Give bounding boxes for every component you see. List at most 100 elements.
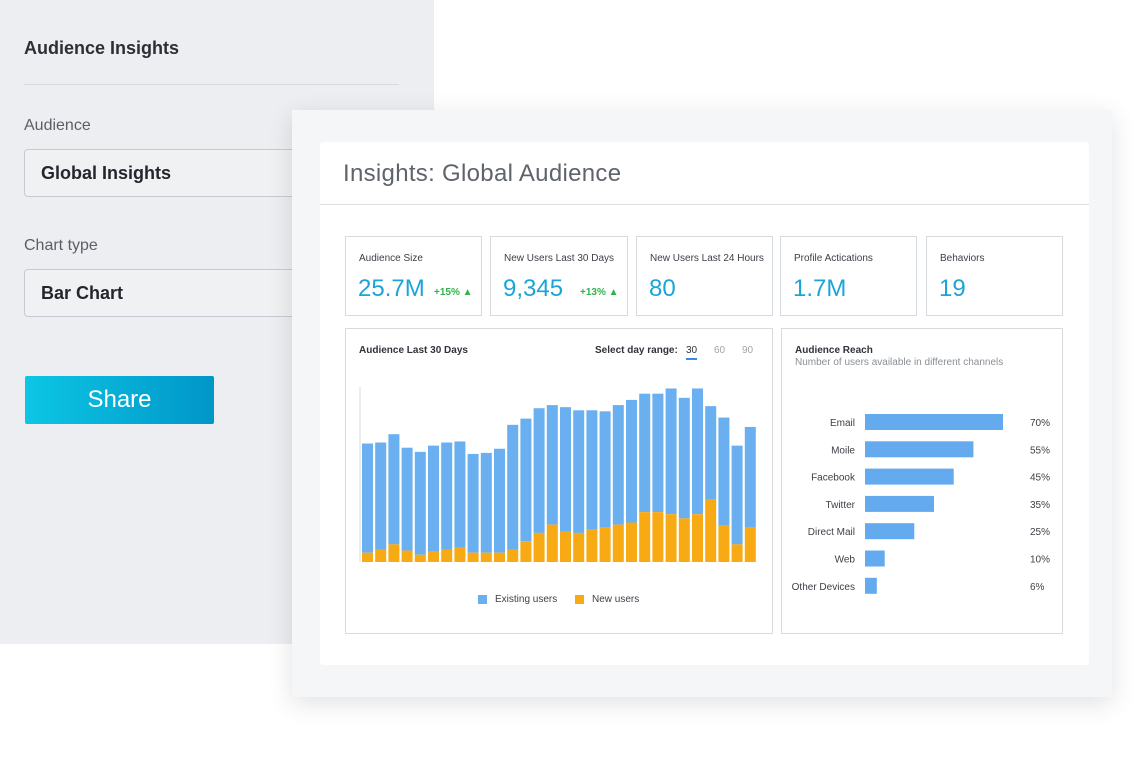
horizontal-bar-chart: Email 70% Moile 55% Facebook 45% Twitter 35% Dir… (792, 414, 1050, 594)
bar-new-6 (428, 551, 439, 562)
reach-bar-twitter (865, 495, 934, 512)
kpi-behaviors: Behaviors 19 (926, 236, 1063, 316)
bar-existing-24 (665, 388, 677, 515)
range-option-90[interactable]: 90 (742, 345, 754, 356)
kpi-new-users-24h: New Users Last 24 Hours 80 (636, 236, 773, 316)
kpi-value: 1.7M (793, 275, 847, 302)
kpi-value: 80 (649, 275, 676, 302)
reach-bar-direct-mail (865, 523, 915, 540)
up-arrow-icon: ▲ (462, 287, 473, 298)
audience-30-days-panel: Audience Last 30 Days Select day range: … (345, 328, 773, 634)
bar-existing-30 (744, 426, 756, 528)
settings-title: Audience Insights (24, 38, 180, 58)
bar-existing-12 (507, 424, 519, 550)
bar-existing-15 (546, 405, 558, 525)
bar-existing-19 (599, 411, 611, 528)
bar-new-11 (494, 552, 505, 562)
bar-new-5 (414, 554, 426, 562)
bar-new-27 (705, 499, 717, 562)
reach-bar-email (865, 414, 1003, 430)
bar-existing-13 (520, 418, 532, 542)
audience-reach-panel: Audience Reach Number of users available… (781, 328, 1063, 634)
bar-new-4 (401, 550, 413, 562)
bar-existing-18 (586, 410, 598, 530)
bar-existing-21 (626, 399, 637, 523)
kpi-delta: +13% ▲ (580, 287, 619, 298)
bar-existing-14 (533, 408, 545, 533)
bar-existing-8 (454, 441, 466, 548)
bar-new-15 (546, 524, 558, 562)
bar-new-2 (375, 549, 387, 562)
bar-new-28 (718, 525, 730, 562)
bar-new-24 (665, 514, 677, 562)
stacked-bar-chart (359, 387, 756, 562)
kpi-value: 19 (939, 275, 966, 302)
reach-bar-other-devices (865, 577, 877, 594)
reach-value-label: 70% (1030, 418, 1050, 429)
reach-value-label: 45% (1030, 473, 1050, 484)
bar-new-7 (441, 549, 453, 562)
share-button[interactable]: Share (25, 376, 214, 424)
bar-existing-4 (401, 447, 413, 551)
reach-category-label: Other Devices (792, 582, 855, 593)
kpi-label: Behaviors (940, 253, 985, 264)
bar-new-12 (507, 549, 519, 562)
kpi-label: Profile Actications (794, 253, 873, 264)
range-option-60[interactable]: 60 (714, 345, 726, 356)
bar-existing-11 (494, 448, 505, 553)
legend-label-existing: Existing users (495, 594, 558, 605)
kpi-value: 25.7M (358, 275, 425, 302)
bar-new-26 (692, 514, 703, 562)
settings-divider (24, 84, 399, 85)
bar-new-18 (586, 529, 598, 562)
reach-category-label: Facebook (811, 473, 856, 484)
bar-new-10 (480, 552, 492, 562)
reach-value-label: 35% (1030, 500, 1050, 511)
bar-existing-28 (718, 417, 730, 526)
legend-swatch-new (575, 595, 584, 604)
dashboard-title: Insights: Global Audience (343, 160, 622, 187)
reach-value-label: 10% (1030, 555, 1050, 566)
reach-value-label: 55% (1030, 445, 1050, 456)
kpi-delta: +15% ▲ (434, 287, 473, 298)
reach-category-label: Email (830, 418, 855, 429)
kpi-audience-size: Audience Size 25.7M +15% ▲ (345, 236, 482, 316)
bar-new-23 (652, 512, 664, 562)
bar-new-13 (520, 541, 532, 562)
bar-new-20 (612, 524, 624, 562)
bar-new-1 (362, 552, 373, 562)
bar-existing-27 (705, 406, 717, 500)
bar-new-16 (560, 531, 571, 562)
bar-new-22 (639, 512, 651, 562)
reach-bar-moile (865, 441, 974, 458)
kpi-profile-activations: Profile Actications 1.7M (780, 236, 917, 316)
reach-category-label: Direct Mail (808, 527, 855, 538)
kpi-value: 9,345 (503, 275, 564, 302)
bar-new-9 (467, 552, 479, 562)
reach-category-label: Twitter (826, 500, 856, 511)
reach-category-label: Moile (831, 445, 855, 456)
day-range-label: Select day range: (595, 345, 678, 356)
bar-new-30 (744, 527, 756, 562)
kpi-label: New Users Last 24 Hours (650, 253, 764, 264)
up-arrow-icon: ▲ (608, 287, 619, 298)
audience-label: Audience (24, 117, 91, 134)
title-divider (320, 204, 1089, 205)
bar-existing-26 (692, 388, 703, 515)
legend-swatch-existing (478, 595, 487, 604)
reach-category-label: Web (835, 555, 856, 566)
bar-new-29 (731, 544, 743, 562)
range-option-30[interactable]: 30 (686, 345, 698, 360)
bar-new-14 (533, 532, 545, 562)
bar-existing-23 (652, 393, 664, 513)
bar-existing-16 (560, 407, 571, 532)
bar-existing-17 (573, 410, 585, 533)
bar-new-17 (573, 532, 585, 562)
reach-bar-facebook (865, 468, 954, 485)
bar-existing-22 (639, 393, 651, 513)
bar-existing-25 (678, 397, 690, 519)
legend-label-new: New users (592, 594, 640, 605)
kpi-new-users-30d: New Users Last 30 Days 9,345 +13% ▲ (490, 236, 628, 316)
bar-existing-9 (467, 453, 479, 553)
bar-existing-1 (362, 443, 373, 553)
